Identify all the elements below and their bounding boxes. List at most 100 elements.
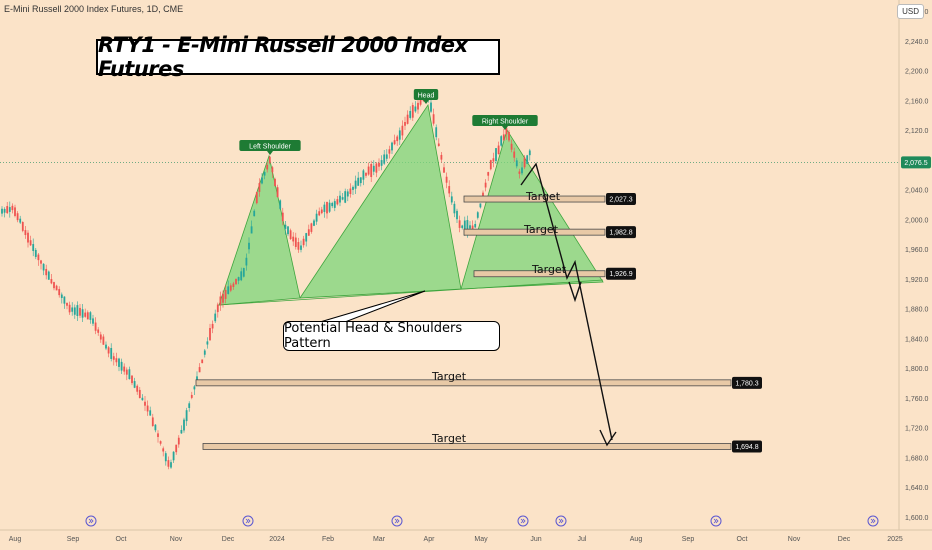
candle-body <box>250 226 253 234</box>
candle-body <box>515 160 518 167</box>
candle-body <box>58 289 61 296</box>
x-tick-label: Nov <box>788 536 801 543</box>
candle-body <box>6 206 9 214</box>
candle-body <box>497 145 500 155</box>
candle-body <box>206 341 209 345</box>
target-price-value: 1,926.9 <box>609 271 632 278</box>
event-arrow-icon <box>713 518 719 524</box>
x-tick-label: 2025 <box>887 536 903 543</box>
candle-body <box>11 205 14 211</box>
candle-body <box>500 136 503 146</box>
candle-body <box>456 210 458 220</box>
candle-body <box>138 389 141 398</box>
pattern-label-pointer <box>423 100 429 104</box>
x-tick-label: Jul <box>578 536 587 543</box>
x-tick-label: Oct <box>737 536 748 543</box>
target-price-tag <box>606 267 636 280</box>
y-tick-label: 1,600.0 <box>905 515 928 522</box>
candle-body <box>313 220 315 226</box>
candle-body <box>71 307 74 312</box>
y-tick-label: 1,800.0 <box>905 366 928 373</box>
candle-body <box>63 296 66 304</box>
candle-body <box>375 163 378 173</box>
candle-body <box>107 347 110 354</box>
candle-body <box>268 156 271 164</box>
candles <box>1 91 531 470</box>
candle-body <box>437 143 440 146</box>
candle-body <box>89 312 92 320</box>
candle-body <box>406 114 409 124</box>
candle-body <box>463 220 466 233</box>
y-tick-label: 1,880.0 <box>905 307 928 314</box>
candle-body <box>1 208 3 214</box>
y-tick-label: 1,760.0 <box>905 396 928 403</box>
candle-body <box>461 225 464 228</box>
candle-body <box>164 453 167 462</box>
candle-body <box>125 369 128 375</box>
y-tick-label: 2,240.0 <box>905 39 928 46</box>
currency-button[interactable]: USD <box>897 4 924 19</box>
candle-body <box>29 240 32 246</box>
pattern-triangle <box>299 103 462 299</box>
candle-body <box>487 172 490 176</box>
candle-body <box>237 277 240 281</box>
y-tick-label: 1,840.0 <box>905 336 928 343</box>
x-tick-label: Mar <box>373 536 386 543</box>
candle-body <box>42 263 45 271</box>
candle-body <box>154 424 157 431</box>
candle-body <box>336 199 339 205</box>
candle-body <box>357 177 360 186</box>
candle-body <box>47 271 50 280</box>
candle-body <box>133 381 136 388</box>
candle-body <box>245 257 248 266</box>
candle-body <box>203 350 206 355</box>
target-label: Target <box>525 190 561 203</box>
candle-body <box>300 245 302 250</box>
candle-body <box>523 157 526 168</box>
candle-body <box>19 218 22 223</box>
candle-body <box>45 268 48 276</box>
candle-body <box>326 201 328 214</box>
candle-body <box>450 196 453 203</box>
candle-body <box>289 230 292 240</box>
candle-body <box>105 344 107 349</box>
candle-body <box>214 313 217 322</box>
candle-body <box>279 200 282 209</box>
pattern-label-box <box>413 89 439 100</box>
target-zone <box>463 228 606 236</box>
candle-body <box>175 444 178 453</box>
candle-body <box>430 102 432 112</box>
candle-body <box>188 403 191 408</box>
candle-body <box>112 356 115 360</box>
y-tick-label: 2,040.0 <box>905 188 928 195</box>
candle-body <box>84 312 87 317</box>
candle-body <box>401 125 404 136</box>
candle-body <box>344 191 347 203</box>
projection-arrow <box>520 162 613 441</box>
candle-body <box>235 278 237 285</box>
candle-body <box>193 386 196 390</box>
candle-body <box>211 323 214 329</box>
x-tick-label: Jun <box>530 536 541 543</box>
candle-body <box>144 401 146 406</box>
candle-body <box>157 433 159 437</box>
candle-body <box>99 334 102 340</box>
target-zone <box>463 195 606 203</box>
candle-body <box>469 225 471 229</box>
candle-body <box>458 220 461 228</box>
pattern-label-pointer <box>267 151 273 155</box>
candle-body <box>484 182 487 188</box>
y-tick-label: 2,200.0 <box>905 69 928 76</box>
candle-body <box>8 207 11 212</box>
target-label: Target <box>531 263 567 276</box>
candle-body <box>471 225 474 229</box>
candle-body <box>180 429 183 434</box>
event-arrow-icon <box>394 518 400 524</box>
candle-body <box>328 202 331 212</box>
candle-body <box>261 177 263 184</box>
candle-body <box>274 178 276 186</box>
event-arrow-icon <box>520 518 526 524</box>
candle-body <box>528 150 531 156</box>
x-tick-label: Aug <box>9 536 22 543</box>
